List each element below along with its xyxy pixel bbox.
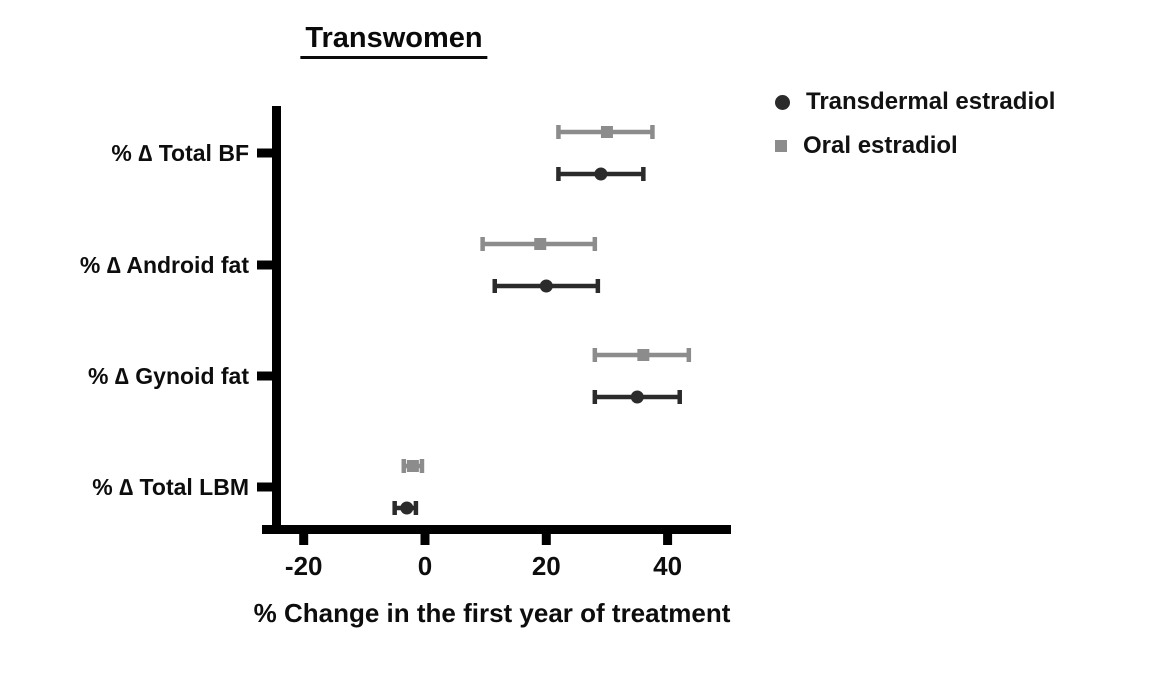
chart-title: Transwomen <box>300 22 488 59</box>
category-label: % ∆ Android fat <box>80 252 249 278</box>
y-tick <box>257 148 272 158</box>
legend-label-oral: Oral estradiol <box>803 132 958 159</box>
x-tick-label: 40 <box>653 551 682 581</box>
circle-marker-icon <box>775 94 790 110</box>
x-axis-line <box>262 525 731 534</box>
x-tick-label: 20 <box>532 551 561 581</box>
legend-item-transdermal: Transdermal estradiol <box>775 88 1055 116</box>
legend-label-transdermal: Transdermal estradiol <box>806 88 1056 115</box>
data-point-square <box>534 238 547 250</box>
category-label: % ∆ Gynoid fat <box>88 363 249 389</box>
x-tick <box>663 534 673 545</box>
data-point-circle <box>630 390 644 404</box>
category-label: % ∆ Total BF <box>111 140 249 166</box>
x-tick <box>299 534 309 545</box>
x-tick-label: 0 <box>418 551 432 581</box>
y-tick <box>257 260 272 270</box>
y-tick <box>257 371 272 381</box>
data-point-square <box>637 349 650 361</box>
x-tick <box>420 534 430 545</box>
x-tick-label: -20 <box>285 551 323 581</box>
data-point-square <box>406 460 419 472</box>
data-point-circle <box>400 501 414 515</box>
square-marker-icon <box>775 140 787 152</box>
legend-item-oral: Oral estradiol <box>775 132 1055 160</box>
data-point-circle <box>539 279 553 293</box>
category-label: % ∆ Total LBM <box>92 474 249 500</box>
data-point-square <box>600 126 613 138</box>
x-tick <box>541 534 551 545</box>
y-axis-line <box>272 106 281 534</box>
legend: Transdermal estradiol Oral estradiol <box>775 88 1055 160</box>
x-axis-label: % Change in the first year of treatment <box>253 598 731 628</box>
data-point-circle <box>594 167 608 181</box>
y-tick <box>257 482 272 492</box>
